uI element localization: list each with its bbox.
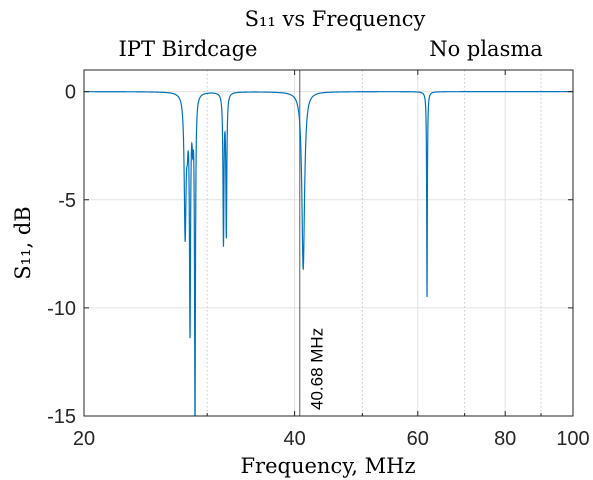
x-tick-label: 20 (73, 428, 95, 450)
y-axis-label: S₁₁, dB (11, 206, 35, 279)
marker-line-label: 40.68 MHz (308, 328, 327, 410)
x-tick-label: 80 (494, 428, 516, 450)
x-tick-label: 100 (556, 428, 589, 450)
series-group (84, 91, 573, 416)
subtitle-right: No plasma (429, 37, 543, 61)
chart-title: S₁₁ vs Frequency (245, 7, 426, 31)
x-axis-label: Frequency, MHz (240, 454, 415, 478)
grid (84, 70, 573, 416)
tick-labels: 20 40 60 80 100 0 -5 -10 -15 (47, 82, 590, 450)
y-tick-label: 0 (65, 82, 76, 104)
plot-area-border (83, 69, 574, 417)
y-tick-label: -10 (47, 298, 76, 320)
ticks (83, 70, 574, 417)
y-tick-label: -15 (47, 406, 76, 428)
x-tick-label: 60 (407, 428, 429, 450)
subtitle-left: IPT Birdcage (119, 37, 258, 61)
s11-series-line (84, 91, 573, 416)
x-tick-label: 40 (283, 428, 305, 450)
y-tick-label: -5 (58, 190, 76, 212)
